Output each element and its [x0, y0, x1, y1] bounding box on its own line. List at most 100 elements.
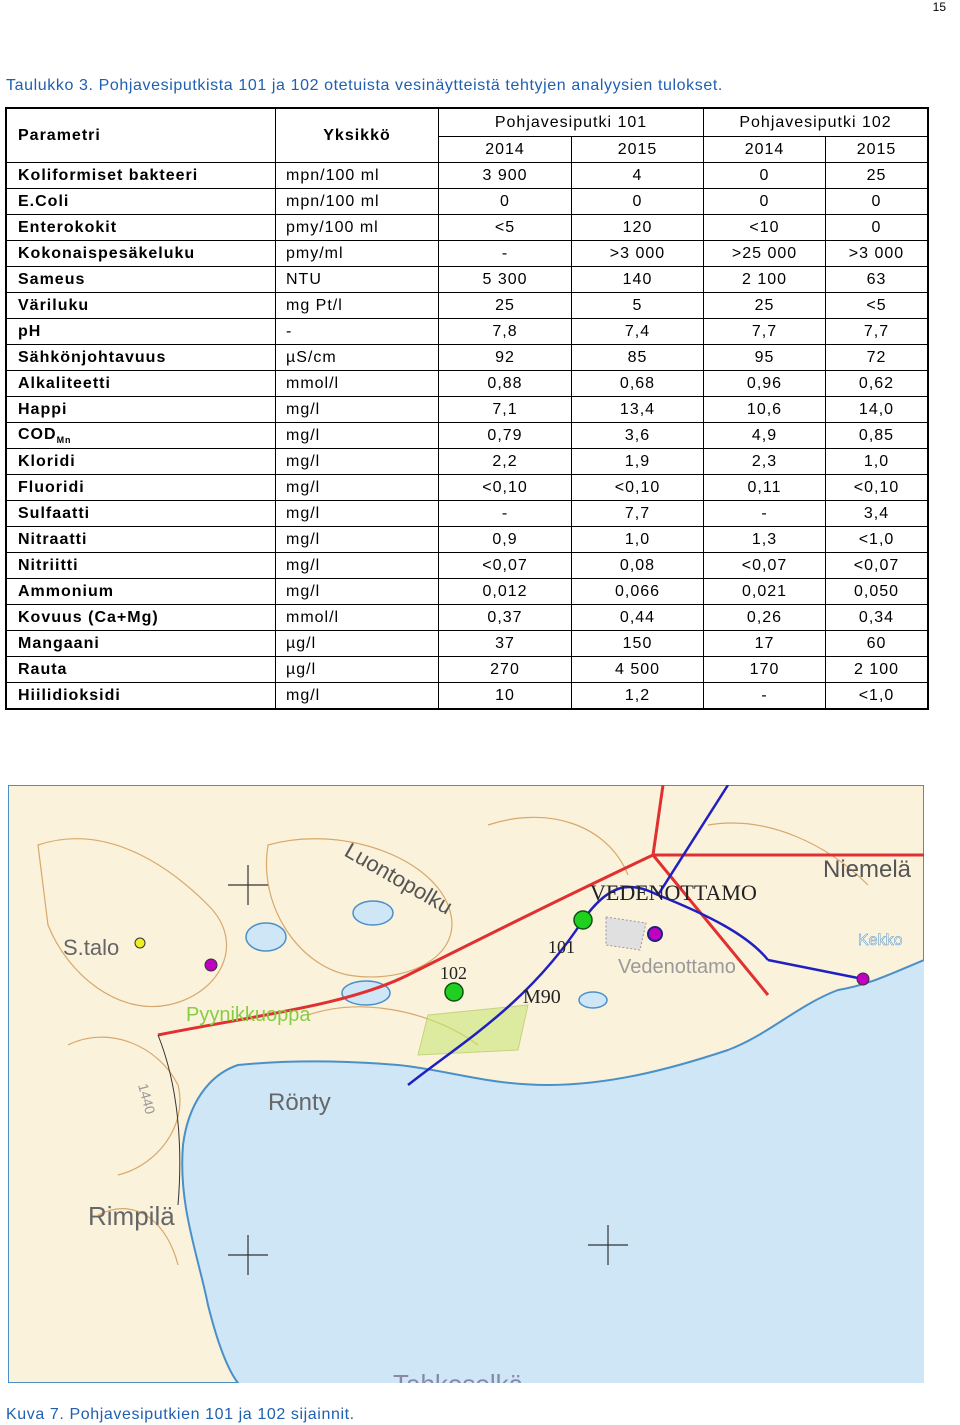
value-cell: 7,7	[571, 500, 704, 527]
value-cell: 0,050	[825, 578, 929, 605]
parameter-name: pH	[18, 322, 42, 340]
parameter-cell: Hiilidioksidi	[5, 682, 276, 710]
parameter-cell: Kovuus (Ca+Mg)	[5, 604, 276, 631]
location-map: Luontopolku VEDENOTTAMO Niemelä S.talo K…	[8, 785, 924, 1383]
parameter-cell: Sulfaatti	[5, 500, 276, 527]
table-row: Enterokokit pmy/100 ml <5 120 <10 0	[5, 214, 929, 241]
value-cell: 7,7	[825, 318, 929, 345]
map-grid-crosses	[228, 865, 628, 1275]
value-cell: 0,68	[571, 370, 704, 397]
value-cell: 2,3	[703, 448, 826, 475]
value-cell: 95	[703, 344, 826, 371]
sand-area	[417, 1004, 529, 1056]
value-cell: 0,11	[703, 474, 826, 501]
page-number: 15	[932, 0, 946, 14]
table-row: Hiilidioksidi mg/l 10 1,2- <1,0	[5, 682, 929, 710]
table-row: Kloridi mg/l 2,2 1,9 2,3 1,0	[5, 448, 929, 475]
label-kekko: Kekko	[858, 932, 903, 949]
unit-cell: -	[275, 318, 439, 345]
value-cell: 0,44	[571, 604, 704, 631]
parameter-name: Kovuus (Ca+Mg)	[18, 608, 159, 626]
label-tahkoselka: Tahkoselkä	[393, 1369, 524, 1383]
value-cell: 120	[571, 214, 704, 241]
unit-cell: mpn/100 ml	[275, 162, 439, 189]
parameter-name: Fluoridi	[18, 478, 85, 496]
label-m90: M90	[523, 986, 561, 1008]
value-cell: 4,9	[703, 422, 826, 449]
value-cell: <0,10	[438, 474, 572, 501]
value-cell: 3,4	[825, 500, 929, 527]
parameter-name: Ammonium	[18, 582, 114, 600]
value-cell: 0,021	[703, 578, 826, 605]
value-cell: 0,88	[438, 370, 572, 397]
table-row: Nitriitti mg/l <0,07 0,08 <0,07 <0,07	[5, 552, 929, 579]
value-cell: 150	[571, 630, 704, 657]
value-cell: 0,85	[825, 422, 929, 449]
value-cell: 63	[825, 266, 929, 293]
parameter-cell: Mangaani	[5, 630, 276, 657]
value-cell: 4 500	[571, 656, 704, 683]
value-cell: 270	[438, 656, 572, 683]
value-cell: -	[703, 500, 826, 527]
value-cell: 1,2	[571, 682, 704, 710]
value-cell: 2,2	[438, 448, 572, 475]
value-cell: <0,10	[825, 474, 929, 501]
parameter-name: Kokonaispesäkeluku	[18, 244, 196, 262]
table-row: Kovuus (Ca+Mg) mmol/l 0,37 0,44 0,26 0,34	[5, 604, 929, 631]
value-cell: <0,07	[438, 552, 572, 579]
marker-intake	[647, 926, 663, 942]
parameter-cell: Koliformiset bakteeri	[5, 162, 276, 189]
value-cell: 0	[825, 214, 929, 241]
parameter-name: COD	[18, 425, 57, 443]
marker-well-pyynikkuoppa	[204, 958, 218, 972]
parameter-name: Hiilidioksidi	[18, 686, 121, 704]
value-cell: 0,08	[571, 552, 704, 579]
unit-cell: µS/cm	[275, 344, 439, 371]
parameter-cell: pH	[5, 318, 276, 345]
parameter-name: Nitriitti	[18, 556, 79, 574]
value-cell: 4	[571, 162, 704, 189]
value-cell: 3 900	[438, 162, 572, 189]
unit-cell: mmol/l	[275, 604, 439, 631]
value-cell: 5	[571, 292, 704, 319]
label-pipe-101: 101	[548, 937, 575, 957]
unit-cell: mg Pt/l	[275, 292, 439, 319]
value-cell: 17	[703, 630, 826, 657]
parameter-name: Sähkönjohtavuus	[18, 348, 167, 366]
value-cell: 0,26	[703, 604, 826, 631]
marker-pipe-101	[573, 910, 593, 930]
table-row: Mangaani µg/l 37 150 17 60	[5, 630, 929, 657]
unit-cell: mg/l	[275, 682, 439, 710]
value-cell: 170	[703, 656, 826, 683]
shoreline-road	[157, 1034, 181, 1206]
value-cell: 7,8	[438, 318, 572, 345]
table-row: Sulfaatti mg/l -7,7-3,4	[5, 500, 929, 527]
map-ponds	[245, 900, 608, 1009]
table-caption: Taulukko 3. Pohjavesiputkista 101 ja 102…	[6, 77, 723, 94]
value-cell: <5	[438, 214, 572, 241]
unit-cell: mg/l	[275, 552, 439, 579]
unit-cell: mg/l	[275, 448, 439, 475]
unit-cell: mg/l	[275, 422, 439, 449]
parameter-name: Väriluku	[18, 296, 90, 314]
header-year: 2015	[571, 136, 704, 163]
table-row: Kokonaispesäkeluku pmy/ml - >3 000 >25 000 >3…	[5, 240, 929, 267]
value-cell: 0	[825, 188, 929, 215]
parameter-cell: Väriluku	[5, 292, 276, 319]
parameter-name: Enterokokit	[18, 218, 118, 236]
table-row: CODMn mg/l 0,79 3,6 4,9 0,85	[5, 422, 929, 449]
value-cell: 60	[825, 630, 929, 657]
parameter-cell: Sameus	[5, 266, 276, 293]
value-cell: 14,0	[825, 396, 929, 423]
label-pipe-102: 102	[440, 963, 467, 983]
label-vedenottamo: Vedenottamo	[618, 956, 736, 978]
value-cell: 7,1	[438, 396, 572, 423]
value-cell: <0,07	[825, 552, 929, 579]
parameter-cell: E.Coli	[5, 188, 276, 215]
value-cell: 0,37	[438, 604, 572, 631]
value-cell: 1,0	[825, 448, 929, 475]
unit-cell: mg/l	[275, 578, 439, 605]
value-cell: 37	[438, 630, 572, 657]
parameter-cell: Nitriitti	[5, 552, 276, 579]
unit-cell: mg/l	[275, 474, 439, 501]
